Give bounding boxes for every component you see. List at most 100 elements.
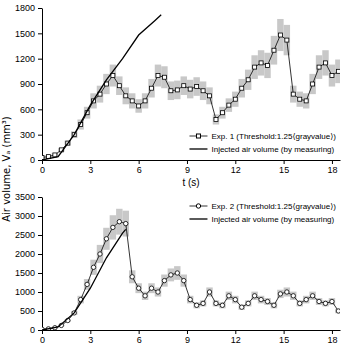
y-tick-label: 3000: [15, 211, 35, 221]
error-bar: [335, 60, 340, 84]
marker: [240, 305, 244, 309]
series-line: [42, 15, 161, 160]
x-axis-line: [43, 330, 341, 331]
marker: [136, 286, 140, 290]
x-axis: 0369121518: [40, 330, 341, 345]
marker: [298, 97, 302, 101]
marker: [175, 88, 179, 92]
error-bar: [239, 79, 245, 98]
error-bar: [110, 215, 116, 239]
y-tick: 500: [20, 306, 42, 316]
x-tick-label: 18: [327, 335, 337, 345]
error-bar: [200, 300, 206, 306]
marker: [208, 94, 212, 98]
y-tick-mark: [38, 311, 42, 312]
marker: [130, 275, 134, 279]
marker: [253, 65, 257, 69]
legend-marker: [196, 134, 200, 138]
error-bar: [309, 292, 315, 300]
y-tick-label: 1500: [15, 268, 35, 278]
marker: [214, 301, 218, 305]
error-bar: [264, 298, 270, 305]
error-bar: [271, 302, 277, 308]
marker: [117, 84, 121, 88]
error-bar: [219, 302, 225, 308]
marker: [298, 301, 302, 305]
y-tick-label: 3500: [15, 192, 35, 202]
legend-label: Exp. 1 (Threshold:1.25⟨grayvalue⟩): [211, 132, 336, 141]
error-bar: [309, 74, 315, 94]
y-tick-label: 2000: [15, 249, 35, 259]
x-tick-label: 3: [88, 335, 93, 345]
legend-label: Injected air volume (by measuring): [211, 215, 334, 224]
x-tick-mark: [235, 160, 236, 164]
marker: [304, 297, 308, 301]
error-bar: [206, 87, 212, 104]
y-tick: 600: [20, 105, 42, 115]
marker: [194, 303, 198, 307]
marker: [324, 61, 328, 65]
x-tick-label: 9: [185, 165, 190, 175]
error-bar: [232, 92, 238, 107]
x-tick: 0: [40, 160, 45, 175]
marker: [111, 225, 115, 229]
y-tick-mark: [38, 273, 42, 274]
error-bar: [174, 81, 180, 100]
marker: [330, 299, 334, 303]
marker: [188, 297, 192, 301]
y-tick-mark: [38, 197, 42, 198]
error-bar: [213, 114, 219, 124]
marker: [233, 297, 237, 301]
marker: [278, 292, 282, 296]
x-tick-mark: [90, 160, 91, 164]
legend-label: Injected air volume (by measuring): [211, 145, 334, 154]
marker: [259, 297, 263, 301]
error-bar: [277, 19, 283, 51]
marker: [285, 38, 289, 42]
marker: [265, 299, 269, 303]
marker: [336, 69, 340, 73]
error-bar: [187, 296, 193, 304]
marker: [53, 153, 57, 157]
marker: [182, 84, 186, 88]
y-tick: 1500: [15, 268, 42, 278]
error-bar: [303, 296, 309, 304]
x-tick-mark: [235, 330, 236, 334]
legend-item: Injected air volume (by measuring): [189, 215, 334, 224]
error-bar: [116, 76, 122, 95]
marker: [201, 89, 205, 93]
marker: [169, 89, 173, 93]
error-bar: [84, 279, 90, 290]
y-tick-mark: [38, 33, 42, 34]
x-tick-label: 15: [279, 335, 289, 345]
error-bar: [123, 87, 129, 104]
y-tick-label: 900: [20, 79, 35, 89]
x-tick-mark: [332, 160, 333, 164]
marker: [143, 99, 147, 103]
x-tick: 6: [137, 330, 142, 345]
error-bar: [181, 76, 187, 95]
y-tick-mark: [38, 235, 42, 236]
x-tick-mark: [90, 330, 91, 334]
marker: [220, 111, 224, 115]
y-tick-label: 1500: [15, 29, 35, 39]
x-tick: 15: [279, 160, 289, 175]
y-tick-mark: [38, 135, 42, 136]
error-bar: [239, 305, 245, 310]
marker: [227, 294, 231, 298]
x-tick-label: 0: [40, 165, 45, 175]
marker: [149, 286, 153, 290]
error-bar: [213, 300, 219, 306]
marker: [150, 86, 154, 90]
error-bar: [251, 55, 257, 79]
x-tick-label: 18: [327, 165, 337, 175]
legend-swatch: [189, 148, 207, 149]
marker: [201, 301, 205, 305]
legend-item: Exp. 1 (Threshold:1.25⟨grayvalue⟩): [189, 132, 336, 141]
error-bar: [174, 266, 180, 280]
legend-swatch: [189, 218, 207, 219]
marker: [195, 85, 199, 89]
error-bar: [129, 93, 135, 108]
error-bar: [290, 86, 296, 103]
marker: [336, 309, 340, 313]
